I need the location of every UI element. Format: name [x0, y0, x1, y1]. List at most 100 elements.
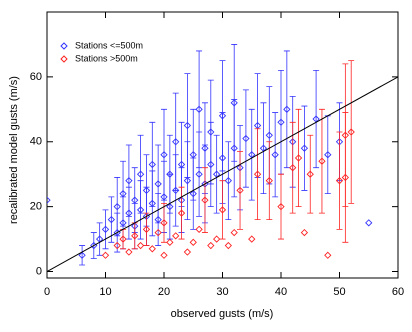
- point: [160, 151, 168, 159]
- point: [218, 112, 227, 120]
- point: [177, 160, 186, 169]
- error-bar: [295, 108, 302, 208]
- point: [207, 241, 215, 250]
- point: [283, 105, 291, 113]
- point: [107, 215, 115, 224]
- point: [213, 235, 221, 243]
- error-bar: [137, 134, 144, 214]
- point: [125, 248, 133, 256]
- y-tick-label: 20: [30, 201, 42, 213]
- point: [125, 177, 133, 185]
- point: [324, 251, 332, 259]
- error-bar: [254, 128, 261, 221]
- error-bar: [301, 105, 308, 191]
- error-bar: [231, 44, 238, 162]
- error-bar: [219, 180, 226, 240]
- point: [300, 228, 309, 237]
- x-tick-label: 60: [392, 286, 404, 298]
- plot-area: [47, 44, 398, 272]
- y-tick-label: 40: [30, 136, 42, 148]
- point: [136, 241, 145, 250]
- error-bar: [161, 108, 167, 201]
- point: [101, 251, 110, 259]
- point: [160, 251, 168, 259]
- error-bar: [184, 73, 191, 178]
- point: [172, 232, 180, 240]
- point: [119, 235, 127, 243]
- point: [113, 241, 121, 250]
- point: [148, 160, 156, 169]
- error-bar: [324, 115, 331, 195]
- error-bar: [248, 108, 255, 201]
- point: [248, 235, 256, 243]
- point: [277, 202, 285, 211]
- point: [78, 251, 86, 259]
- point: [195, 170, 203, 178]
- point: [242, 134, 250, 143]
- error-bar: [143, 212, 150, 246]
- point: [318, 157, 326, 165]
- error-bar: [190, 108, 197, 201]
- error-bar: [207, 79, 214, 185]
- x-tick-label: 10: [99, 286, 111, 298]
- point: [324, 151, 332, 159]
- point: [160, 219, 168, 227]
- legend-label: Stations <=500m: [75, 40, 143, 50]
- error-bar: [278, 69, 284, 175]
- point: [341, 131, 349, 139]
- error-bar: [166, 134, 173, 214]
- point: [154, 228, 162, 237]
- point: [101, 225, 110, 233]
- point: [365, 219, 373, 227]
- y-tick-label: 60: [30, 71, 42, 83]
- error-bar: [108, 196, 115, 243]
- point: [154, 180, 162, 188]
- error-bar: [161, 202, 167, 243]
- reference-line: [47, 76, 398, 272]
- point: [195, 225, 203, 233]
- point: [201, 196, 209, 204]
- error-bar: [278, 173, 284, 240]
- x-tick-label: 30: [216, 286, 228, 298]
- point: [253, 170, 262, 178]
- legend-label: Stations >500m: [75, 53, 138, 63]
- point: [195, 105, 203, 113]
- point: [183, 121, 192, 130]
- point: [271, 151, 279, 159]
- point: [189, 151, 197, 159]
- error-bar: [149, 121, 156, 208]
- y-axis-label: recalibrated model gusts (m/s): [8, 76, 20, 224]
- error-bar: [266, 141, 273, 221]
- error-bar: [96, 222, 103, 256]
- point: [142, 225, 151, 233]
- legend: Stations <=500m Stations >500m: [60, 40, 143, 63]
- error-bar: [260, 102, 267, 195]
- point: [236, 186, 244, 195]
- point: [177, 209, 186, 217]
- error-bar: [102, 209, 109, 250]
- error-bar: [120, 160, 127, 227]
- error-bar: [213, 134, 220, 214]
- point: [136, 170, 145, 178]
- legend-marker: [60, 42, 68, 50]
- error-bar: [120, 228, 127, 250]
- x-axis-label: observed gusts (m/s): [171, 308, 274, 320]
- point: [119, 190, 127, 198]
- error-bar: [272, 112, 279, 198]
- point: [335, 177, 344, 185]
- point: [300, 144, 309, 152]
- error-bar: [201, 167, 208, 233]
- point: [289, 164, 297, 172]
- error-bar: [196, 50, 203, 169]
- error-bar: [342, 63, 349, 208]
- point: [201, 144, 209, 152]
- error-bar: [242, 89, 249, 188]
- point: [189, 238, 197, 246]
- error-bar: [225, 141, 232, 221]
- error-bar: [336, 131, 343, 230]
- point: [347, 128, 355, 136]
- error-bar: [125, 144, 132, 217]
- error-bar: [348, 60, 355, 204]
- point: [148, 245, 156, 253]
- point: [172, 138, 180, 146]
